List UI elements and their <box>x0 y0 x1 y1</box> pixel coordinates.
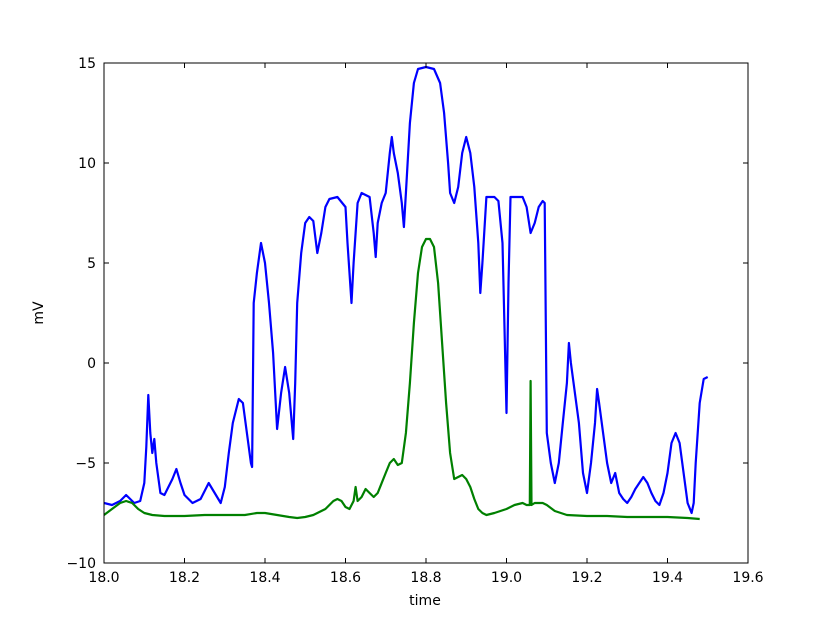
series-layer <box>104 65 709 521</box>
y-tick-label: 10 <box>78 156 96 172</box>
tick-layer: 18.0 18.2 18.4 18.6 18.8 19.0 19.2 19.4 19.6 −10 −… <box>66 56 763 586</box>
y-tick-label: −5 <box>75 456 96 472</box>
x-tick-label: 19.0 <box>491 570 522 586</box>
x-axis-label: time <box>409 593 441 609</box>
plot-frame <box>103 62 749 564</box>
x-tick-label: 19.2 <box>571 570 602 586</box>
x-tick-label: 18.8 <box>410 570 441 586</box>
y-tick-label: 15 <box>78 56 96 72</box>
x-tick-label: 18.6 <box>330 570 361 586</box>
series-1-line <box>104 65 709 515</box>
x-tick-label: 18.4 <box>249 570 280 586</box>
y-tick-label: −10 <box>66 556 96 572</box>
x-tick-label: 19.4 <box>652 570 683 586</box>
x-tick-label: 19.6 <box>732 570 763 586</box>
y-tick-label: 0 <box>87 356 96 372</box>
x-tick-label: 18.2 <box>169 570 200 586</box>
y-axis-label: mV <box>31 301 47 325</box>
y-tick-label: 5 <box>87 256 96 272</box>
series-2-line <box>104 237 700 521</box>
x-tick-label: 18.0 <box>88 570 119 586</box>
